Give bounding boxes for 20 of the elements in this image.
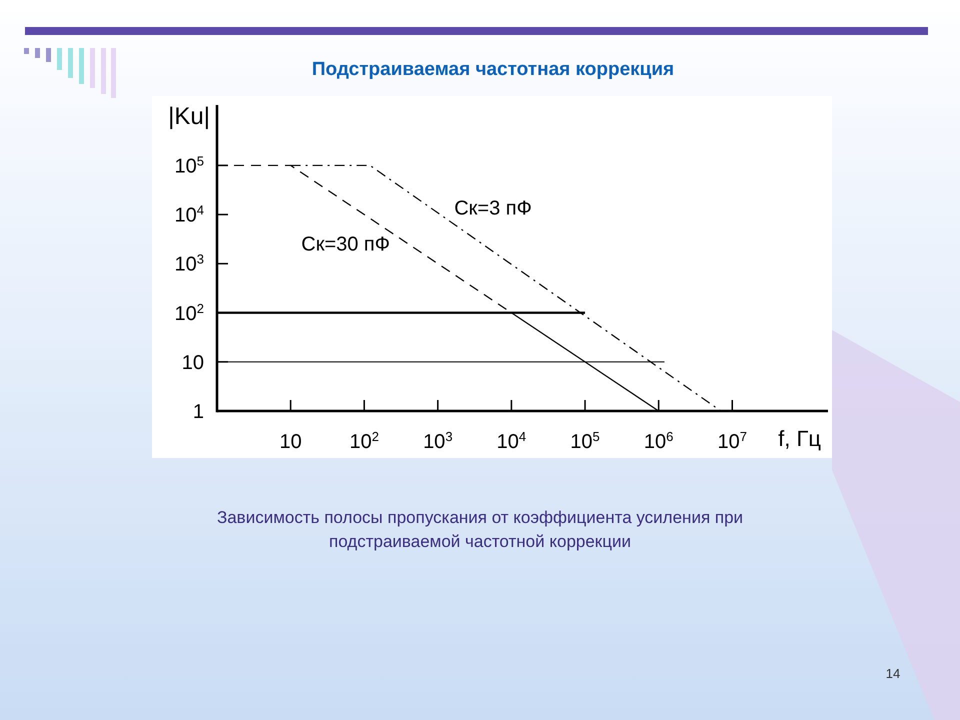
text: 14: [886, 666, 900, 681]
x-tick-label: 10$^{2}$: [349, 428, 379, 453]
x-tick-label: 10: [279, 431, 302, 453]
x-tick-label: 10$^{6}$: [644, 428, 674, 453]
y-tick-label: 10$^{5}$: [174, 152, 204, 178]
series-label: Ск=3 пФ: [454, 197, 532, 220]
x-axis-title: f, Гц: [778, 426, 822, 451]
y-tick-label: 10$^{3}$: [174, 251, 204, 276]
y-axis-title: |Ku|: [168, 103, 210, 130]
y-tick-label: 1: [192, 401, 204, 423]
y-tick-label: 10$^{2}$: [174, 300, 204, 325]
x-tick-label: 10$^{7}$: [717, 428, 747, 453]
x-tick-label: 10$^{5}$: [570, 428, 600, 453]
y-tick-label: 10: [182, 352, 204, 374]
series-label: Ск=30 пФ: [301, 234, 390, 256]
x-tick-label: 10$^{3}$: [423, 428, 453, 453]
text: Зависимость полосы пропускания от коэффициента усиления при подстраиваемой частотной коррекции: [216, 508, 744, 551]
x-tick-label: 10$^{4}$: [496, 428, 526, 453]
y-tick-label: 10$^{4}$: [174, 202, 204, 227]
chart-title: Подстраиваемая частотная коррекция: [312, 59, 674, 80]
